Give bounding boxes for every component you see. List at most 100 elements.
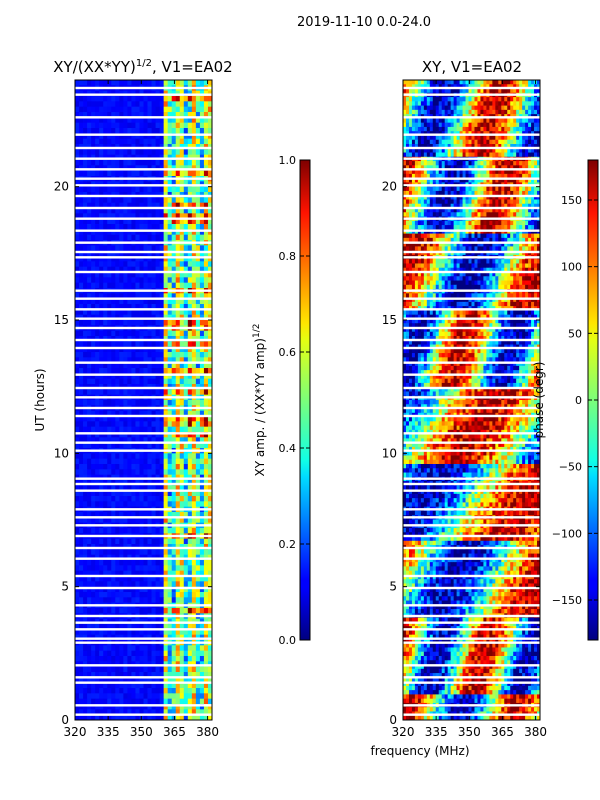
heatmap-cell xyxy=(195,282,201,289)
heatmap-cell xyxy=(465,139,469,145)
heatmap-cell xyxy=(143,186,148,193)
heatmap-cell xyxy=(95,357,100,364)
heatmap-cell xyxy=(111,437,116,444)
heatmap-cell xyxy=(151,400,156,406)
heatmap-cell xyxy=(115,426,120,433)
heatmap-cell xyxy=(191,677,197,684)
heatmap-cell xyxy=(429,135,434,141)
heatmap-cell xyxy=(199,160,205,166)
heatmap-cell xyxy=(495,144,499,149)
heatmap-cell xyxy=(199,373,205,380)
heatmap-cell xyxy=(489,122,493,128)
heatmap-cell xyxy=(405,101,410,106)
heatmap-cell xyxy=(147,714,152,720)
heatmap-cell xyxy=(99,416,104,422)
heatmap-cell xyxy=(139,245,144,252)
heatmap-cell xyxy=(183,437,189,444)
heatmap-cell xyxy=(95,117,100,124)
heatmap-cell xyxy=(135,202,140,209)
heatmap-cell xyxy=(147,208,152,214)
heatmap-cell xyxy=(191,490,197,497)
heatmap-cell xyxy=(207,650,212,657)
heatmap-cell xyxy=(187,624,193,630)
heatmap-cell xyxy=(171,592,177,598)
heatmap-cell xyxy=(107,224,112,230)
heatmap-cell xyxy=(191,261,197,268)
heatmap-cell xyxy=(139,106,144,113)
heatmap-cell xyxy=(119,538,124,545)
heatmap-cell xyxy=(143,122,148,129)
heatmap-cell xyxy=(195,714,201,720)
heatmap-cell xyxy=(79,186,84,193)
heatmap-cell xyxy=(111,202,116,209)
heatmap-cell xyxy=(447,152,452,158)
heatmap-cell xyxy=(159,458,165,465)
heatmap-cell xyxy=(123,378,128,385)
heatmap-cell xyxy=(103,298,108,305)
heatmap-cell xyxy=(183,469,189,476)
heatmap-cell xyxy=(151,96,156,102)
heatmap-cell xyxy=(115,368,120,374)
heatmap-cell xyxy=(163,202,169,209)
heatmap-cell xyxy=(131,378,136,385)
heatmap-cell xyxy=(75,197,80,204)
heatmap-cell xyxy=(87,677,92,684)
heatmap-cell xyxy=(75,421,80,428)
heatmap-cell xyxy=(83,106,88,113)
heatmap-cell xyxy=(87,453,92,460)
heatmap-cell xyxy=(99,197,104,204)
heatmap-cell xyxy=(179,629,185,636)
heatmap-cell xyxy=(95,469,100,476)
data-gap-row xyxy=(75,93,212,96)
heatmap-cell xyxy=(420,144,425,149)
heatmap-cell xyxy=(183,277,189,284)
heatmap-cell xyxy=(167,501,173,508)
heatmap-cell xyxy=(103,581,108,588)
heatmap-cell xyxy=(139,560,144,566)
heatmap-cell xyxy=(486,139,490,145)
heatmap-cell xyxy=(417,80,422,85)
heatmap-cell xyxy=(195,389,201,396)
heatmap-cell xyxy=(75,149,80,156)
heatmap-cell xyxy=(103,229,108,236)
heatmap-cell xyxy=(474,144,478,149)
heatmap-cell xyxy=(115,666,120,673)
heatmap-cell xyxy=(420,84,425,89)
data-gap-row xyxy=(75,289,212,292)
heatmap-cell xyxy=(471,80,475,85)
heatmap-cell xyxy=(207,234,212,241)
heatmap-cell xyxy=(91,650,96,657)
heatmap-cell xyxy=(163,346,169,353)
heatmap-cell xyxy=(191,218,197,225)
heatmap-cell xyxy=(531,80,535,85)
heatmap-cell xyxy=(471,122,475,128)
heatmap-cell xyxy=(155,442,161,449)
heatmap-cell xyxy=(486,84,490,89)
heatmap-cell xyxy=(187,698,193,705)
heatmap-cell xyxy=(79,629,84,636)
heatmap-cell xyxy=(107,570,112,577)
heatmap-cell xyxy=(135,234,140,241)
heatmap-cell xyxy=(135,560,140,566)
heatmap-cell xyxy=(99,373,104,380)
heatmap-cell xyxy=(123,352,128,358)
heatmap-cell xyxy=(115,112,120,118)
heatmap-cell xyxy=(199,400,205,406)
heatmap-cell xyxy=(99,512,104,518)
heatmap-cell xyxy=(95,714,100,720)
heatmap-cell xyxy=(139,650,144,657)
heatmap-cell xyxy=(115,709,120,716)
heatmap-cell xyxy=(155,106,161,113)
heatmap-cell xyxy=(203,170,209,177)
heatmap-cell xyxy=(414,109,419,115)
heatmap-cell xyxy=(450,105,455,111)
heatmap-cell xyxy=(207,224,212,230)
heatmap-cell xyxy=(159,112,165,118)
heatmap-cell xyxy=(441,109,446,115)
heatmap-cell xyxy=(187,581,193,588)
heatmap-cell xyxy=(83,138,88,145)
heatmap-cell xyxy=(135,197,140,204)
heatmap-cell xyxy=(408,126,413,132)
heatmap-cell xyxy=(111,272,116,278)
